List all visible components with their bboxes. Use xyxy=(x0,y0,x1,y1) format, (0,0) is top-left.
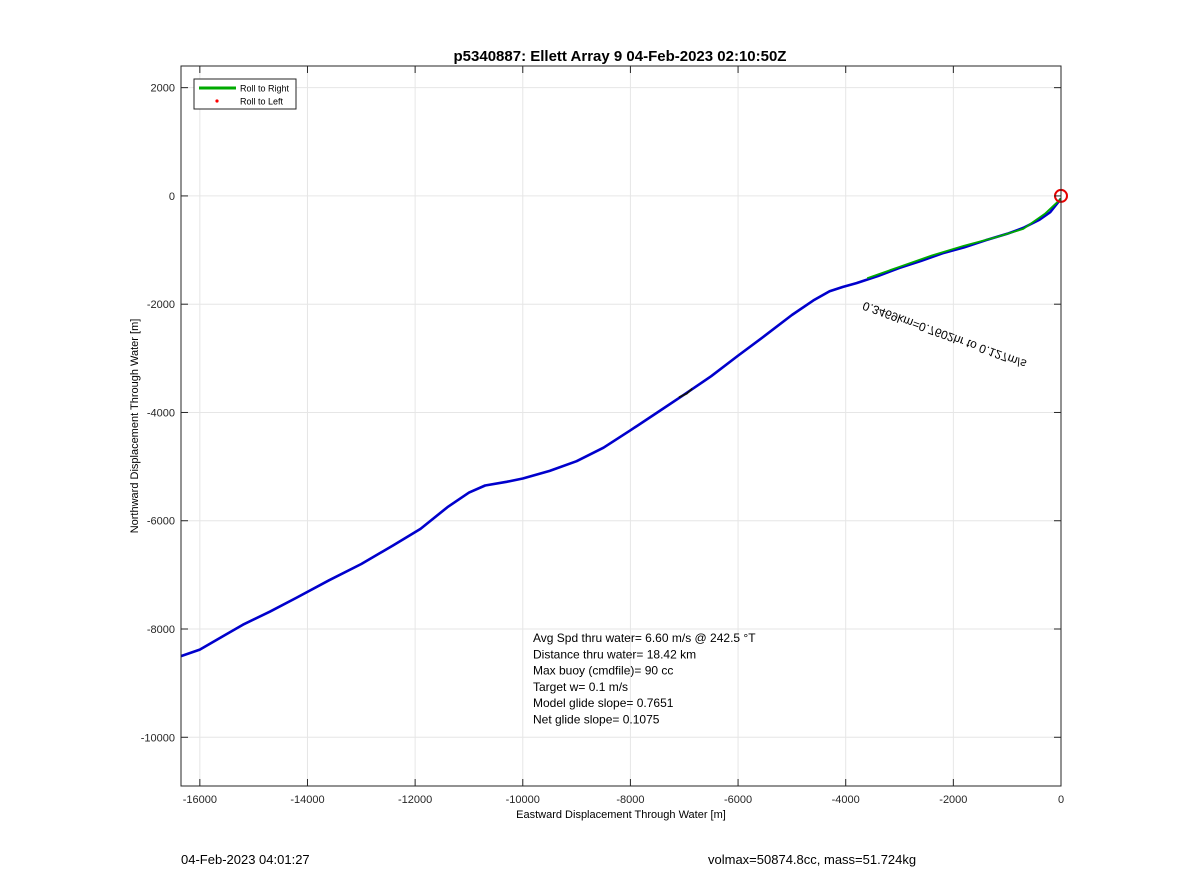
x-tick-label: -10000 xyxy=(506,794,540,806)
plot-content: 0.3469km=0.7602hr to 0.127m/s xyxy=(181,188,1068,658)
y-tick-label: 2000 xyxy=(151,83,175,95)
axes-box xyxy=(180,65,1062,787)
stats-line: Distance thru water= 18.42 km xyxy=(533,647,696,661)
y-tick-label: -4000 xyxy=(147,407,175,419)
y-tick-label: -8000 xyxy=(147,624,175,636)
axis-ticks: -16000 -14000 -12000 -10000 -8000 -6000 -4000 -… xyxy=(141,66,1064,806)
x-axis-label: Eastward Displacement Through Water [m] xyxy=(516,809,726,821)
x-tick-label: -14000 xyxy=(290,794,324,806)
stats-text-block: Avg Spd thru water= 6.60 m/s @ 242.5 °T D… xyxy=(533,631,756,727)
stats-line: Avg Spd thru water= 6.60 m/s @ 242.5 °T xyxy=(533,631,756,645)
series-group xyxy=(181,197,1061,658)
y-tick-label: -10000 xyxy=(141,732,175,744)
y-axis-label: Northward Displacement Through Water [m] xyxy=(129,319,141,534)
legend-label: Roll to Left xyxy=(240,97,284,107)
y-tick-label: -2000 xyxy=(147,299,175,311)
track-series-2 xyxy=(678,387,693,399)
y-tick-label: 0 xyxy=(169,191,175,203)
grid-lines xyxy=(181,66,1062,786)
stats-line: Target w= 0.1 m/s xyxy=(533,680,628,694)
x-tick-label: -4000 xyxy=(832,794,860,806)
x-tick-label: -2000 xyxy=(939,794,967,806)
legend: Roll to Right Roll to Left xyxy=(193,78,297,110)
x-tick-label: -8000 xyxy=(616,794,644,806)
x-tick-label: 0 xyxy=(1058,794,1064,806)
stats-line: Model glide slope= 0.7651 xyxy=(533,696,674,710)
legend-box xyxy=(193,78,297,110)
legend-label: Roll to Right xyxy=(240,84,290,94)
y-tick-label: -6000 xyxy=(147,516,175,528)
footer-timestamp: 04-Feb-2023 04:01:27 xyxy=(181,852,310,867)
legend-swatch-dot xyxy=(215,99,219,103)
chart-title: p5340887: Ellett Array 9 04-Feb-2023 02:… xyxy=(454,48,787,65)
track-annotation: 0.3469km=0.7602hr to 0.127m/s xyxy=(861,299,1028,371)
stats-line: Net glide slope= 0.1075 xyxy=(533,713,660,727)
stats-line: Max buoy (cmdfile)= 90 cc xyxy=(533,664,673,678)
track-series-0 xyxy=(181,197,1061,658)
track-series-1 xyxy=(866,197,1061,280)
x-tick-label: -16000 xyxy=(183,794,217,806)
x-tick-label: -12000 xyxy=(398,794,432,806)
footer-volmax-mass: volmax=50874.8cc, mass=51.724kg xyxy=(708,852,917,867)
x-tick-label: -6000 xyxy=(724,794,752,806)
